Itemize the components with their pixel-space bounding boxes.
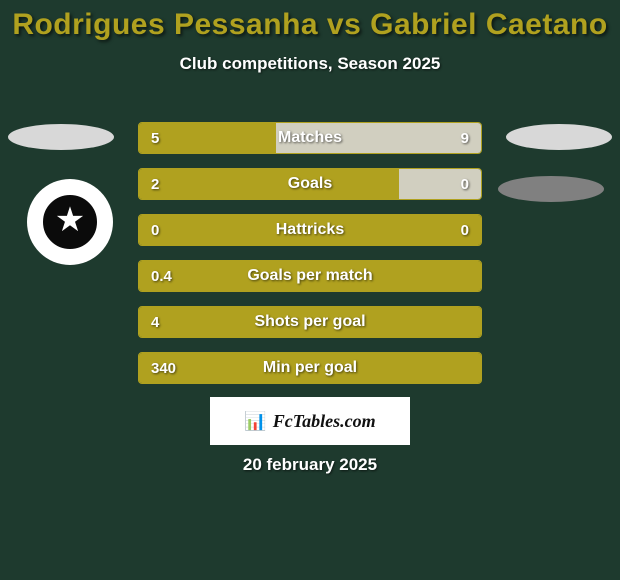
stat-row: 4Shots per goal (138, 306, 482, 338)
subtitle: Club competitions, Season 2025 (0, 54, 620, 74)
star-icon (39, 191, 101, 253)
portrait-placeholder (498, 176, 604, 202)
stats-panel: 59Matches 20Goals 00Hattricks 0.4Goals per … (138, 122, 482, 398)
stat-label: Matches (139, 123, 481, 153)
stat-label: Goals per match (139, 261, 481, 291)
brand-text: FcTables.com (273, 411, 376, 432)
stat-label: Min per goal (139, 353, 481, 383)
infographic-container: Rodrigues Pessanha vs Gabriel Caetano Cl… (0, 0, 620, 580)
stat-row: 20Goals (138, 168, 482, 200)
date-text: 20 february 2025 (0, 455, 620, 475)
club-badge (27, 179, 113, 265)
stat-row: 340Min per goal (138, 352, 482, 384)
chart-icon: 📊 (244, 411, 266, 432)
stat-label: Goals (139, 169, 481, 199)
stat-label: Shots per goal (139, 307, 481, 337)
stat-label: Hattricks (139, 215, 481, 245)
brand-badge: 📊 FcTables.com (210, 397, 410, 445)
stat-row: 59Matches (138, 122, 482, 154)
page-title: Rodrigues Pessanha vs Gabriel Caetano (0, 0, 620, 42)
stat-row: 0.4Goals per match (138, 260, 482, 292)
portrait-placeholder (8, 124, 114, 150)
stat-row: 00Hattricks (138, 214, 482, 246)
portrait-placeholder (506, 124, 612, 150)
